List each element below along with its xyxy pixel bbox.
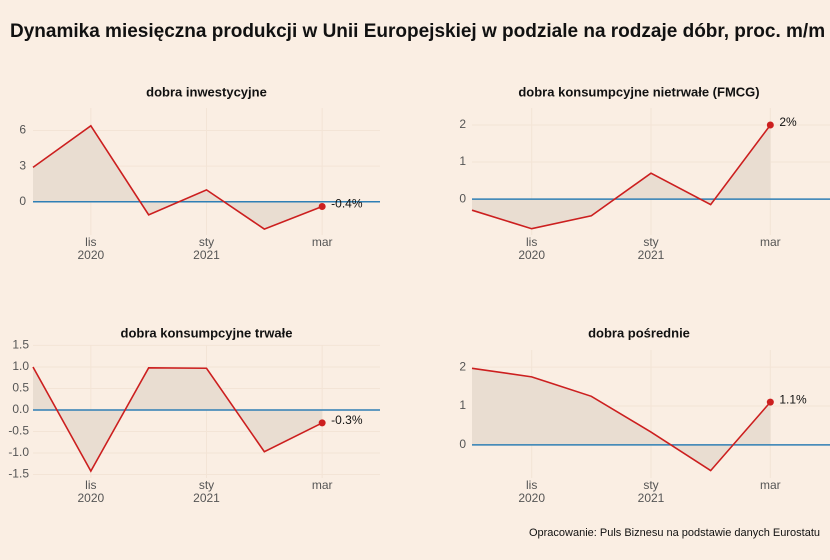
x-tick-year: 2020 — [77, 248, 104, 262]
point — [766, 398, 774, 406]
y-tick-label: -1.5 — [8, 467, 29, 481]
x-tick-label: sty — [643, 235, 658, 249]
value-label: 1.1% — [779, 392, 807, 406]
panel-title: dobra konsumpcyjne trwałe — [121, 325, 293, 340]
x-tick-year: 2020 — [77, 491, 104, 505]
x-tick-label: mar — [760, 478, 781, 492]
x-tick-label: mar — [760, 235, 781, 249]
x-tick-label: lis — [526, 235, 537, 249]
x-tick-label: sty — [199, 478, 214, 492]
page-title: Dynamika miesięczna produkcji w Unii Eur… — [10, 21, 825, 42]
y-tick-label: 2 — [459, 359, 466, 373]
panel-title: dobra konsumpcyjne nietrwałe (FMCG) — [518, 84, 759, 99]
x-tick-label: sty — [643, 478, 658, 492]
x-tick-label: sty — [199, 235, 214, 249]
y-tick-label: 1.5 — [12, 338, 29, 352]
y-tick-label: 0.0 — [12, 402, 29, 416]
x-tick-year: 2021 — [638, 248, 665, 262]
x-tick-label: mar — [312, 478, 333, 492]
source-note: Opracowanie: Puls Biznesu na podstawie d… — [529, 527, 820, 539]
y-tick-label: 1.0 — [12, 359, 29, 373]
y-tick-label: 0 — [459, 191, 466, 205]
y-tick-label: 2 — [459, 117, 466, 131]
y-tick-label: 0 — [19, 194, 26, 208]
y-tick-label: 1 — [459, 154, 466, 168]
point — [318, 419, 326, 427]
point — [766, 121, 774, 129]
x-tick-year: 2021 — [638, 491, 665, 505]
line — [471, 367, 771, 472]
y-tick-label: 3 — [19, 158, 26, 172]
y-tick-label: -0.5 — [8, 424, 29, 438]
x-tick-label: mar — [312, 235, 333, 249]
y-tick-label: -1.0 — [8, 445, 29, 459]
y-tick-label: 0 — [459, 437, 466, 451]
area — [33, 125, 323, 230]
line — [471, 124, 771, 230]
line — [32, 124, 323, 230]
line — [32, 366, 323, 473]
x-tick-label: lis — [526, 478, 537, 492]
x-tick-label: lis — [85, 235, 96, 249]
x-tick-year: 2020 — [518, 248, 545, 262]
area — [472, 125, 771, 229]
y-tick-label: 0.5 — [12, 381, 29, 395]
panel-title: dobra inwestycyjne — [146, 84, 267, 99]
x-tick-year: 2021 — [193, 248, 220, 262]
value-label: -0.4% — [331, 197, 363, 211]
y-tick-label: 1 — [459, 398, 466, 412]
value-label: -0.3% — [331, 413, 363, 427]
x-tick-year: 2021 — [193, 491, 220, 505]
y-tick-label: 6 — [19, 123, 26, 137]
point — [318, 203, 326, 211]
x-tick-label: lis — [85, 478, 96, 492]
x-tick-year: 2020 — [518, 491, 545, 505]
value-label: 2% — [779, 115, 797, 129]
panel-title: dobra pośrednie — [588, 325, 690, 340]
